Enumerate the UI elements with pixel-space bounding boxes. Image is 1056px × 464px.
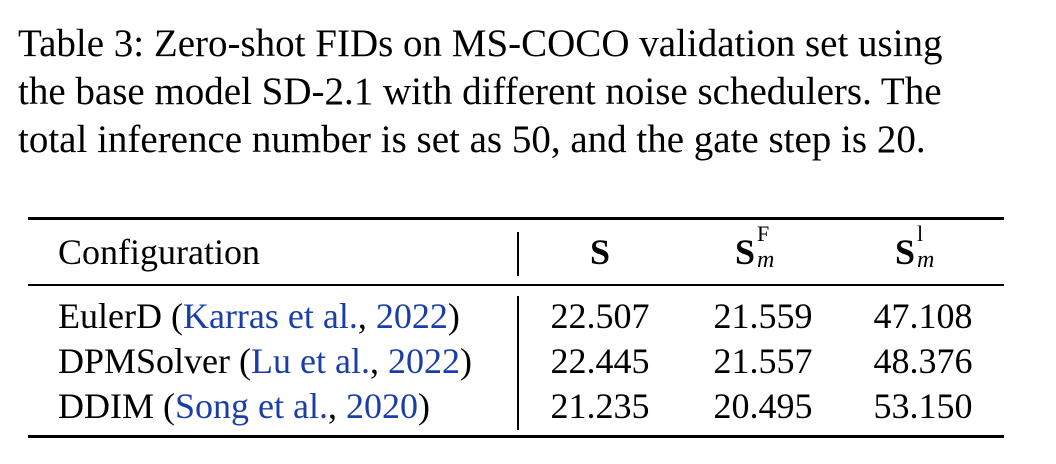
- table-cell-s: 22.445: [550, 341, 650, 381]
- header-s-m-f-base: S: [734, 232, 756, 272]
- caption-line-2: the base model SD-2.1 with different noi…: [18, 70, 942, 113]
- table-cell-s-m-l: 48.376: [873, 341, 973, 381]
- table-cell-s-m-f: 21.557: [713, 341, 813, 381]
- citation-authors-link[interactable]: Song et al.: [175, 386, 328, 426]
- table-row-label: DDIM (Song et al., 2020): [58, 386, 430, 426]
- header-configuration: Configuration: [58, 232, 260, 272]
- table-cell-s-m-l: 47.108: [873, 296, 973, 336]
- table-cell-s-m-l: 53.150: [873, 386, 973, 426]
- row-name: EulerD: [58, 296, 162, 336]
- citation-year-link[interactable]: 2022: [375, 296, 448, 336]
- header-s-m-l-sup: l: [917, 221, 924, 246]
- header-s-m-f-sub: m: [757, 247, 775, 273]
- row-name: DPMSolver: [58, 341, 231, 381]
- table-cell-s: 22.507: [550, 296, 650, 336]
- citation-authors-link[interactable]: Lu et al.: [251, 341, 370, 381]
- header-s-m-l-sub: m: [917, 247, 935, 273]
- column-separator-body: [517, 296, 519, 430]
- table-row-label: EulerD (Karras et al., 2022): [58, 296, 460, 336]
- table-mid-rule: [28, 284, 1004, 286]
- header-s: S: [589, 232, 611, 272]
- caption-line-1: Table 3: Zero-shot FIDs on MS-COCO valid…: [18, 22, 943, 65]
- header-s-m-l-base: S: [894, 232, 916, 272]
- table-cell-s-m-f: 20.495: [713, 386, 813, 426]
- citation-authors-link[interactable]: Karras et al.: [182, 296, 358, 336]
- table-bottom-rule: [28, 435, 1004, 438]
- column-separator-header: [517, 232, 519, 276]
- row-name: DDIM: [58, 386, 154, 426]
- table-row-label: DPMSolver (Lu et al., 2022): [58, 341, 472, 381]
- header-s-m-f-sup: F: [757, 221, 770, 246]
- citation-year-link[interactable]: 2022: [387, 341, 460, 381]
- table-top-rule: [28, 217, 1004, 220]
- table-caption: Table 3: Zero-shot FIDs on MS-COCO valid…: [18, 20, 1038, 164]
- citation-year-link[interactable]: 2020: [345, 386, 418, 426]
- table-cell-s-m-f: 21.559: [713, 296, 813, 336]
- caption-line-3: total inference number is set as 50, and…: [18, 118, 926, 161]
- table-cell-s: 21.235: [550, 386, 650, 426]
